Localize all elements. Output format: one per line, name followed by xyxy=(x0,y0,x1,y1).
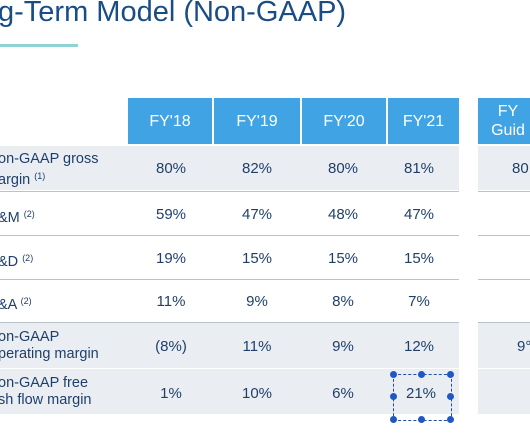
table-cell: 19% xyxy=(155,250,187,267)
table-cell: 81% xyxy=(403,160,435,177)
row-label: on-GAAP free sh flow margin xyxy=(0,375,92,408)
table-cell: 15% xyxy=(403,250,435,267)
footnote-marker: (2) xyxy=(22,253,34,263)
table-cell: 80 xyxy=(512,160,529,177)
table-cell: 82% xyxy=(241,160,273,177)
table-cell: 9% xyxy=(332,338,354,355)
table-row: &A (2) 11% 9% 8% 7% xyxy=(0,280,530,324)
table-cell: (8%) xyxy=(155,338,187,355)
table-cell: 1% xyxy=(160,385,182,402)
table-cell: 59% xyxy=(155,206,187,223)
resize-handle[interactable] xyxy=(390,416,397,423)
selection-box[interactable] xyxy=(393,374,452,421)
table-cell: 8% xyxy=(332,293,354,310)
column-header-fy20: FY'20 xyxy=(302,98,386,144)
table-cell: 47% xyxy=(241,206,273,223)
resize-handle[interactable] xyxy=(447,371,454,378)
column-header-fy19: FY'19 xyxy=(214,98,300,144)
table-cell: 10% xyxy=(241,385,273,402)
table-cell: 12% xyxy=(403,338,435,355)
table-row: &D (2) 19% 15% 15% 15% xyxy=(0,236,530,280)
column-header-fy21: FY'21 xyxy=(388,98,459,144)
guidance-header-line1: FY xyxy=(497,103,519,120)
table-cell: 48% xyxy=(327,206,359,223)
row-label: on-GAAP gross argin (1) xyxy=(0,151,99,188)
footnote-marker: (2) xyxy=(20,296,32,306)
table-cell: 9° xyxy=(517,338,530,355)
table-cell: 80% xyxy=(155,160,187,177)
footnote-marker: (2) xyxy=(23,209,35,219)
resize-handle[interactable] xyxy=(418,416,425,423)
row-label: &D (2) xyxy=(0,253,34,270)
table-row: on-GAAP perating margin (8%) 11% 9% 12% … xyxy=(0,323,530,368)
resize-handle[interactable] xyxy=(390,371,397,378)
column-header-fy18: FY'18 xyxy=(128,98,212,144)
resize-handle[interactable] xyxy=(447,416,454,423)
resize-handle[interactable] xyxy=(418,371,425,378)
footnote-marker: (1) xyxy=(34,171,46,181)
page-title: g-Term Model (Non-GAAP) xyxy=(0,0,347,28)
resize-handle[interactable] xyxy=(390,393,397,400)
table-cell: 9% xyxy=(246,293,268,310)
table-row: &M (2) 59% 47% 48% 47% xyxy=(0,192,530,236)
table-cell: 11% xyxy=(156,293,186,310)
selected-cell[interactable]: 21% xyxy=(405,385,437,402)
table-cell: 47% xyxy=(403,206,435,223)
title-accent-line xyxy=(0,44,78,47)
table-cell: 80% xyxy=(327,160,359,177)
row-label: on-GAAP perating margin xyxy=(0,329,99,362)
table-cell: 6% xyxy=(332,385,354,402)
guidance-header-line2: Guid xyxy=(491,122,525,139)
table-row: on-GAAP free sh flow margin 1% 10% 6% 21… xyxy=(0,369,530,414)
table-row: on-GAAP gross argin (1) 80% 82% 80% 81% … xyxy=(0,146,530,190)
table-cell: 15% xyxy=(327,250,359,267)
row-label: &M (2) xyxy=(0,209,35,226)
row-label: &A (2) xyxy=(0,296,32,313)
table-cell: 7% xyxy=(408,293,430,310)
resize-handle[interactable] xyxy=(447,393,454,400)
column-header-guidance: FY Guid xyxy=(478,98,530,144)
table-cell: 11% xyxy=(242,338,272,355)
table-cell: 15% xyxy=(241,250,273,267)
